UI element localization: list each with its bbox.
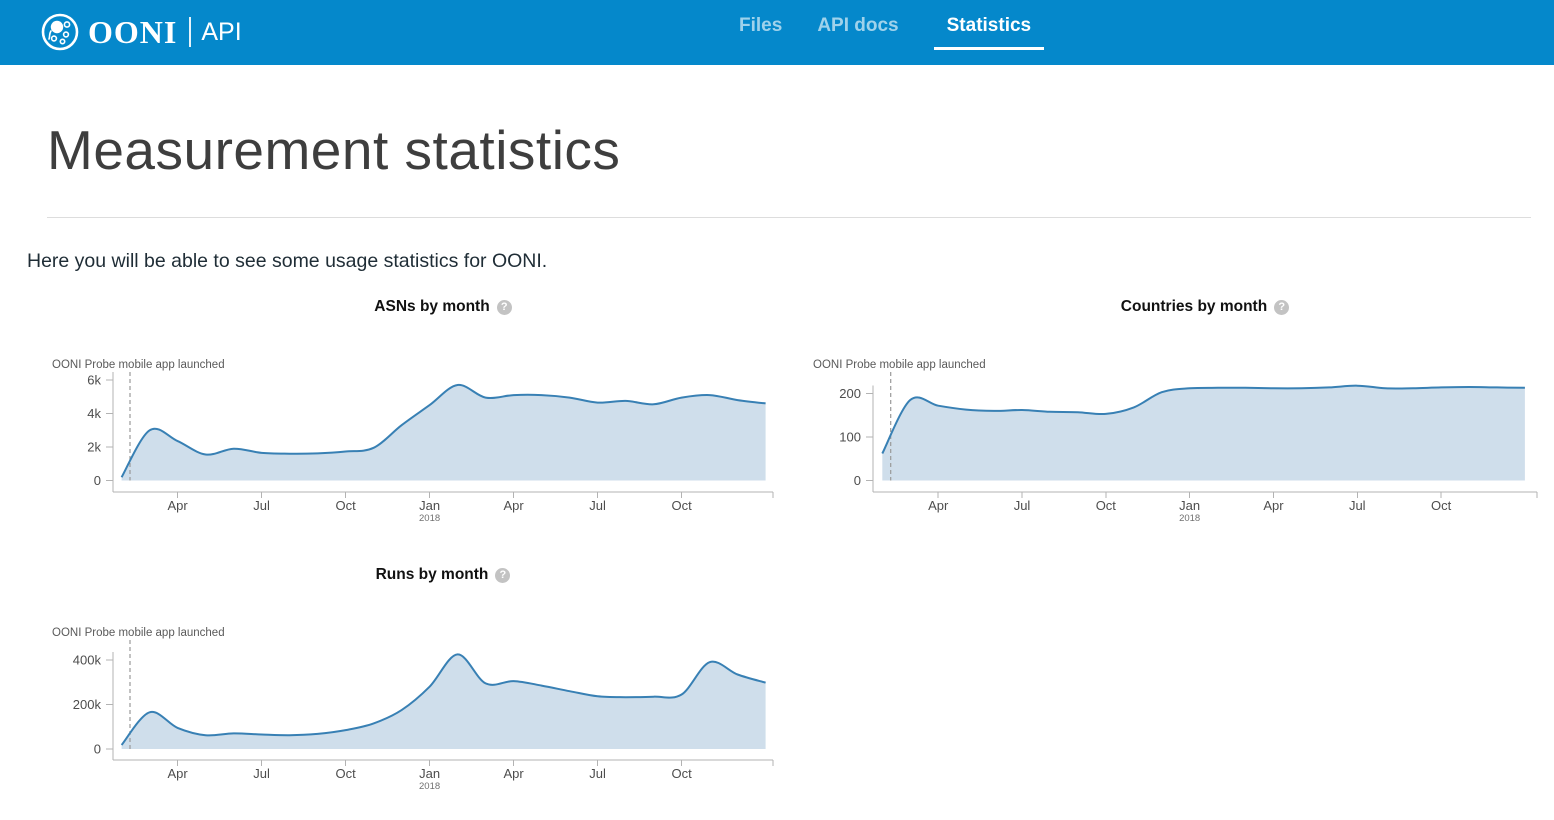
y-axis-tick-label: 6k xyxy=(87,373,101,388)
x-axis-tick-label: Oct xyxy=(335,766,356,781)
y-axis-tick-label: 0 xyxy=(94,473,101,488)
question-circle-icon[interactable]: ? xyxy=(495,568,510,583)
launch-annotation: OONI Probe mobile app launched xyxy=(52,359,225,371)
x-axis-tick-label: Apr xyxy=(503,766,524,781)
app-header: OONI API Files API docs Statistics xyxy=(0,0,1554,65)
y-axis-tick-label: 200k xyxy=(73,697,102,712)
x-axis-tick-label: Apr xyxy=(928,498,949,513)
launch-annotation: OONI Probe mobile app launched xyxy=(52,627,225,639)
x-axis-year-label: 2018 xyxy=(419,513,440,524)
title-divider xyxy=(47,217,1531,218)
statistics-page: OONI API Files API docs Statistics Measu… xyxy=(0,0,1554,820)
x-axis-tick-label: Oct xyxy=(671,498,692,513)
x-axis-tick-label: Oct xyxy=(1431,498,1452,513)
main-nav: Files API docs Statistics xyxy=(739,0,1044,65)
countries-chart-title: Countries by month ? xyxy=(873,298,1537,316)
countries-chart-title-text: Countries by month xyxy=(1121,298,1267,316)
ooni-octopus-icon xyxy=(41,13,79,51)
y-axis-tick-label: 200 xyxy=(839,386,861,401)
page-title: Measurement statistics xyxy=(47,118,620,182)
x-axis-tick-label: Oct xyxy=(1096,498,1117,513)
x-axis-tick-label: Jul xyxy=(253,766,270,781)
y-axis-tick-label: 400k xyxy=(73,653,102,668)
runs-chart-title: Runs by month ? xyxy=(113,566,773,584)
x-axis-tick-label: Oct xyxy=(335,498,356,513)
x-axis-tick-label: Oct xyxy=(671,766,692,781)
nav-files[interactable]: Files xyxy=(739,13,782,50)
ooni-logo-link[interactable]: OONI API xyxy=(41,13,242,51)
x-axis-tick-label: Jan xyxy=(1179,498,1200,513)
x-axis-tick-label: Jul xyxy=(253,498,270,513)
intro-text: Here you will be able to see some usage … xyxy=(27,250,547,273)
x-axis-tick-label: Jul xyxy=(589,766,606,781)
asns-chart-title: ASNs by month ? xyxy=(113,298,773,316)
y-axis-tick-label: 4k xyxy=(87,406,101,421)
x-axis-year-label: 2018 xyxy=(1179,513,1200,524)
asns-chart-canvas: OONI Probe mobile app launched 0 2k 4k 6k Apr… xyxy=(40,353,792,533)
y-axis-tick-label: 2k xyxy=(87,440,101,455)
runs-chart-title-text: Runs by month xyxy=(376,566,489,584)
area-series-fill xyxy=(882,386,1525,481)
area-series-fill xyxy=(122,385,766,481)
countries-chart-canvas: OONI Probe mobile app launched 0 100 200 Apr… xyxy=(800,353,1554,533)
product-wordmark: API xyxy=(201,20,241,45)
y-axis-tick-label: 0 xyxy=(94,742,101,757)
x-axis-tick-label: Apr xyxy=(503,498,524,513)
question-circle-icon[interactable]: ? xyxy=(1274,300,1289,315)
nav-api-docs[interactable]: API docs xyxy=(817,13,898,50)
x-axis-tick-label: Jul xyxy=(1349,498,1366,513)
asns-chart-title-text: ASNs by month xyxy=(374,298,489,316)
launch-annotation: OONI Probe mobile app launched xyxy=(813,359,986,371)
y-axis-tick-label: 0 xyxy=(854,473,861,488)
x-axis-tick-label: Jul xyxy=(589,498,606,513)
x-axis-year-label: 2018 xyxy=(419,781,440,792)
brand-wordmark: OONI xyxy=(88,16,177,48)
logo-separator xyxy=(189,17,191,47)
x-axis-tick-label: Jul xyxy=(1014,498,1031,513)
x-axis-tick-label: Apr xyxy=(1263,498,1284,513)
runs-chart-canvas: OONI Probe mobile app launched 0 200k 400k A… xyxy=(40,621,792,801)
x-axis-tick-label: Apr xyxy=(167,766,188,781)
x-axis-tick-label: Apr xyxy=(167,498,188,513)
x-axis-tick-label: Jan xyxy=(419,766,440,781)
question-circle-icon[interactable]: ? xyxy=(497,300,512,315)
nav-statistics[interactable]: Statistics xyxy=(934,13,1044,50)
y-axis-tick-label: 100 xyxy=(839,430,861,445)
x-axis-tick-label: Jan xyxy=(419,498,440,513)
